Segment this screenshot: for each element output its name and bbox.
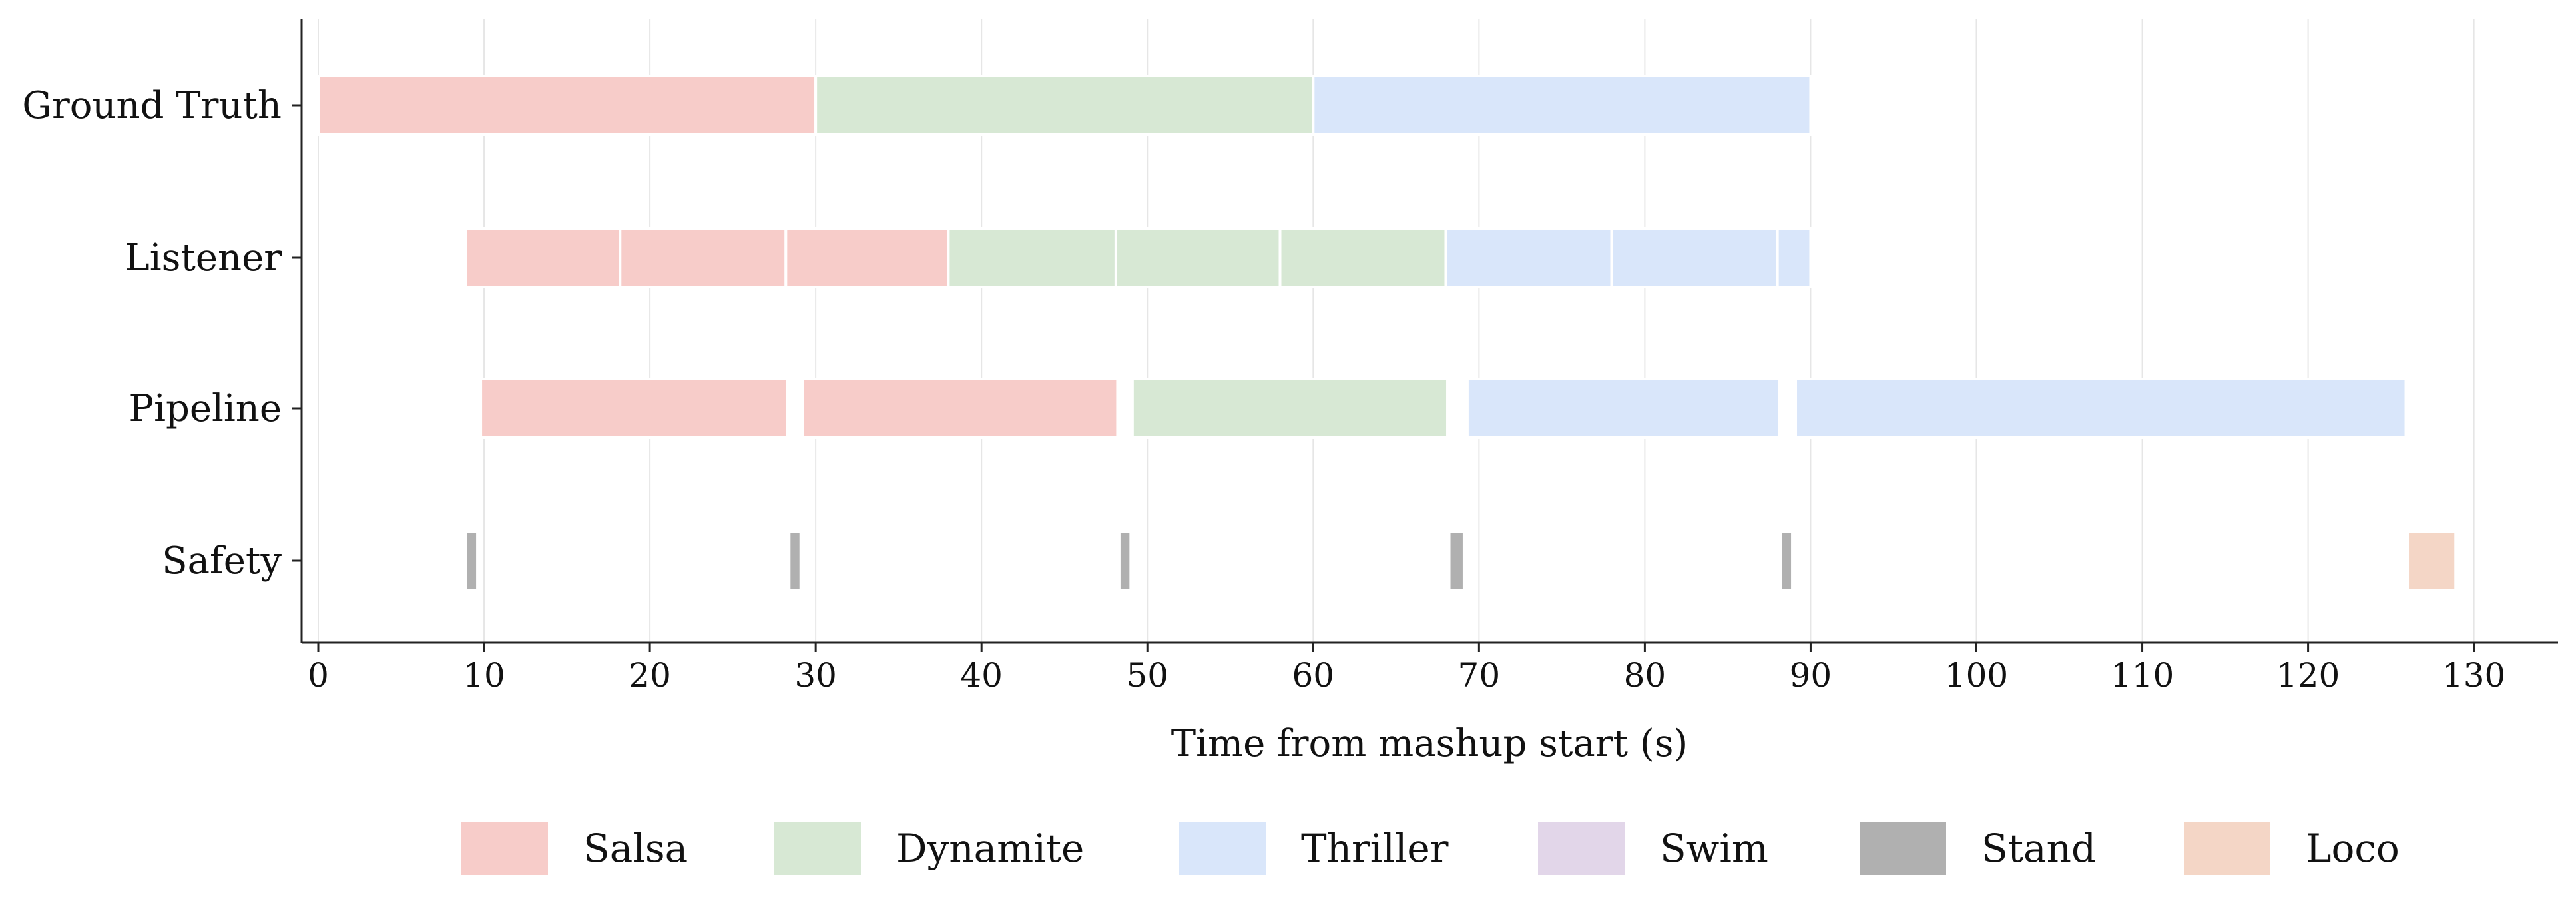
segment-pipeline-0 (479, 378, 789, 439)
segment-listener-8 (1776, 227, 1812, 288)
x-tick-label-20: 20 (629, 656, 671, 695)
x-tick-label-130: 130 (2442, 656, 2505, 695)
legend-swatch-dynamite (774, 822, 861, 875)
segment-listener-7 (1610, 227, 1779, 288)
axes (292, 19, 2558, 652)
x-tick-label-80: 80 (1624, 656, 1667, 695)
legend-label-thriller: Thriller (1301, 826, 1449, 871)
legend-label-salsa: Salsa (583, 826, 688, 871)
segment-ground-truth-1 (814, 75, 1315, 136)
x-tick-label-100: 100 (1945, 656, 2008, 695)
segment-safety-4 (1779, 530, 1794, 591)
segment-ground-truth-2 (1312, 75, 1812, 136)
legend-swatch-swim (1538, 822, 1625, 875)
row-label-listener: Listener (125, 236, 282, 280)
x-tick-label-50: 50 (1126, 656, 1168, 695)
segment-pipeline-3 (1465, 378, 1781, 439)
segment-listener-0 (464, 227, 622, 288)
row-label-ground-truth: Ground Truth (22, 84, 282, 127)
segment-safety-5 (2406, 530, 2457, 591)
segment-safety-0 (464, 530, 479, 591)
x-tick-label-120: 120 (2276, 656, 2340, 695)
segment-listener-6 (1444, 227, 1613, 288)
legend-label-dynamite: Dynamite (896, 826, 1084, 871)
row-label-pipeline: Pipeline (129, 387, 282, 430)
x-tick-label-30: 30 (794, 656, 837, 695)
x-tick-label-0: 0 (308, 656, 329, 695)
x-tick-label-90: 90 (1790, 656, 1832, 695)
segment-pipeline-2 (1131, 378, 1449, 439)
x-axis-title: Time from mashup start (s) (1171, 722, 1688, 765)
segment-listener-4 (1114, 227, 1282, 288)
legend-label-swim: Swim (1660, 826, 1768, 871)
segment-ground-truth-0 (317, 75, 818, 136)
segment-listener-3 (947, 227, 1117, 288)
segment-safety-3 (1447, 530, 1465, 591)
x-tick-label-40: 40 (960, 656, 1003, 695)
legend: Salsa Dynamite Thriller Swim Stand Loco (461, 822, 2400, 875)
axis-labels: 0 10 20 30 40 50 60 70 80 90 100 110 120 130 Ground Tr… (22, 84, 2505, 695)
segment-pipeline-1 (801, 378, 1119, 439)
x-tick-label-10: 10 (463, 656, 505, 695)
segment-listener-5 (1278, 227, 1447, 288)
legend-swatch-stand (1860, 822, 1946, 875)
segment-listener-2 (784, 227, 950, 288)
legend-label-stand: Stand (1981, 826, 2096, 871)
segment-pipeline-4 (1794, 378, 2408, 439)
segment-safety-1 (788, 530, 802, 591)
x-tick-label-60: 60 (1292, 656, 1334, 695)
legend-swatch-thriller (1179, 822, 1266, 875)
segment-listener-1 (619, 227, 788, 288)
x-tick-label-70: 70 (1458, 656, 1501, 695)
row-label-safety: Safety (162, 539, 282, 583)
legend-swatch-loco (2184, 822, 2270, 875)
legend-swatch-salsa (461, 822, 548, 875)
segment-safety-2 (1117, 530, 1133, 591)
x-tick-label-110: 110 (2111, 656, 2174, 695)
segment-bars (317, 75, 2457, 591)
legend-label-loco: Loco (2306, 826, 2400, 871)
